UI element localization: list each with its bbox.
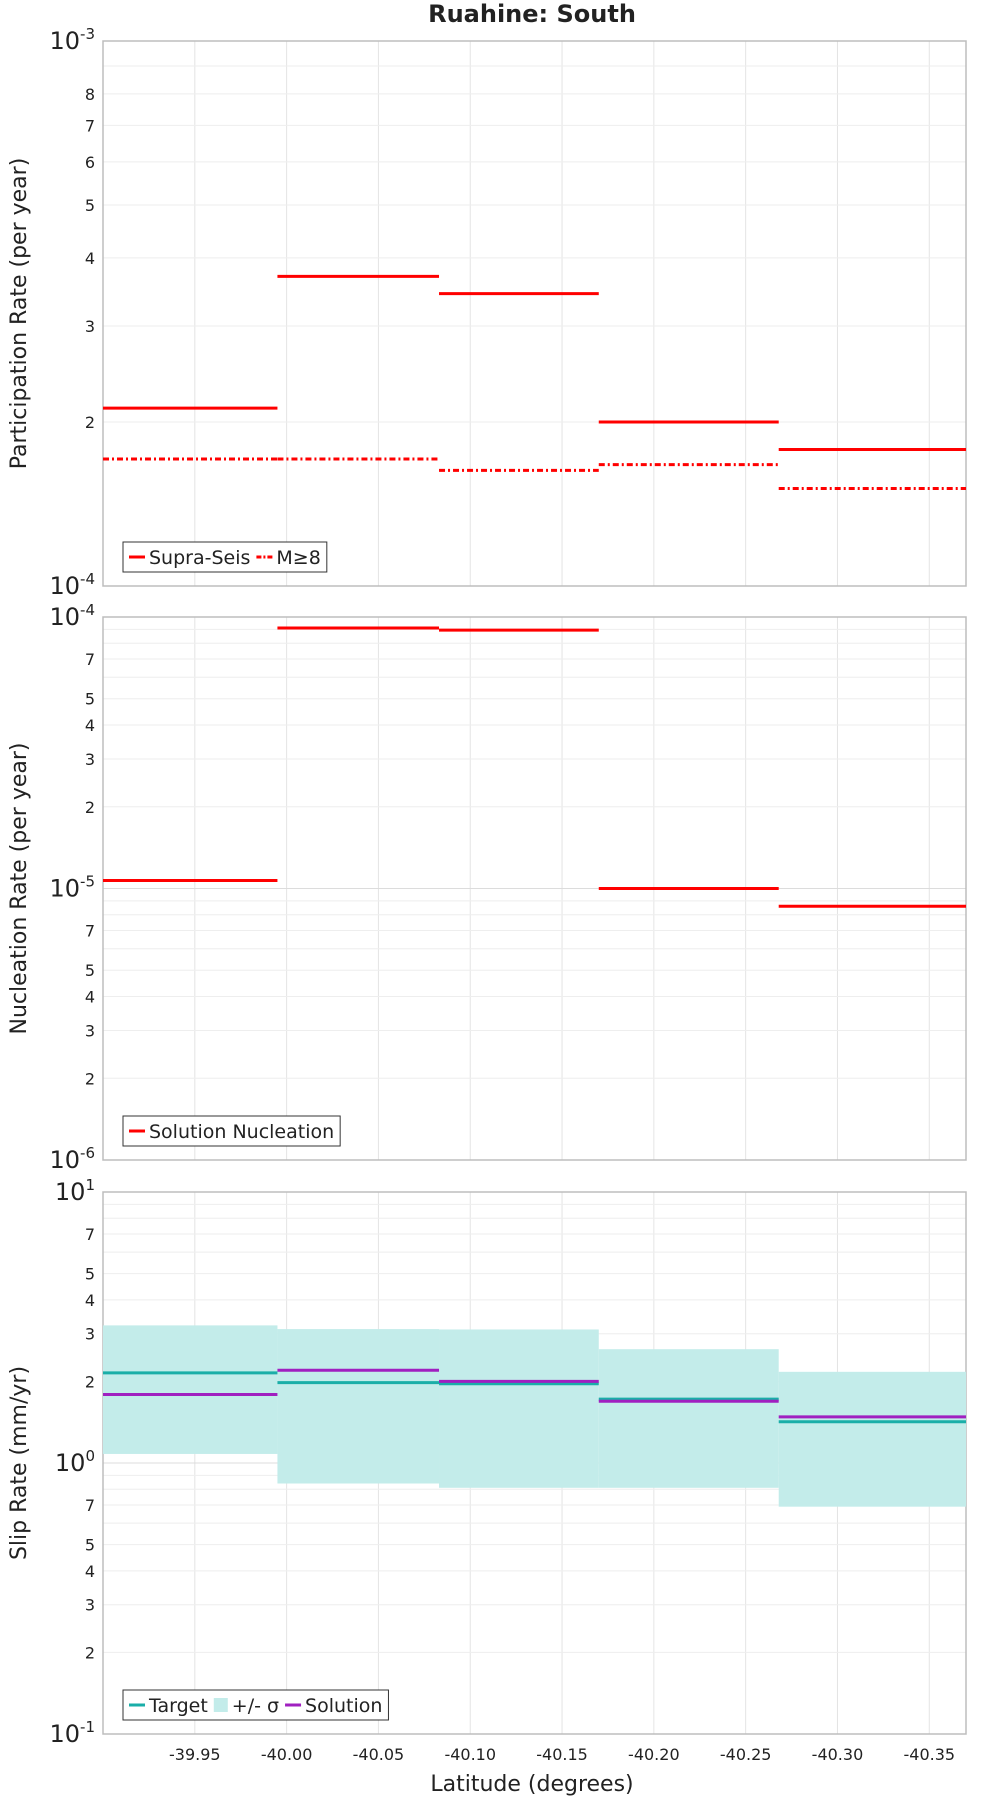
band-segment <box>277 1329 440 1484</box>
y-tick-label: 3 <box>85 317 95 336</box>
y-tick-label: 100 <box>55 1447 95 1477</box>
y-tick-label: 10-4 <box>49 601 95 631</box>
y-tick-label: 10-5 <box>49 873 95 903</box>
y-axis-title: Participation Rate (per year) <box>7 158 32 470</box>
plot-frame <box>102 40 967 587</box>
y-tick-label: 3 <box>85 1325 95 1344</box>
y-tick-label: 4 <box>85 249 95 268</box>
legend: Target +/- σ Solution <box>122 1689 389 1721</box>
legend-box <box>122 1689 389 1721</box>
x-tick-label: -40.15 <box>536 1745 588 1764</box>
panels: 10-3 8 7 6 5 4 3 2 10-4 Supra-Seis M≥8 Participatio… <box>7 25 967 1748</box>
y-tick-label: 10-6 <box>49 1144 95 1174</box>
legend-swatch <box>213 1698 228 1712</box>
y-tick-label: 7 <box>85 1496 95 1515</box>
y-tick-label: 6 <box>85 153 95 172</box>
chart-panel-1: 10-3 8 7 6 5 4 3 2 10-4 Supra-Seis M≥8 Participatio… <box>7 25 967 600</box>
chart-panel-3: 101 7 5 4 3 2 100 7 5 4 3 2 10-1 Target +/- σ Solution S… <box>7 1176 967 1748</box>
legend: Solution Nucleation <box>122 1115 341 1147</box>
y-tick-label: 2 <box>85 798 95 817</box>
plot-area <box>103 41 966 586</box>
legend-box <box>122 541 328 573</box>
legend-label: +/- σ <box>232 1695 279 1717</box>
y-tick-label: 2 <box>85 1643 95 1662</box>
y-tick-label: 10-3 <box>49 25 95 55</box>
plot-frame <box>102 616 967 1161</box>
chart-panel-2: 10-4 7 5 4 3 2 10-5 7 5 4 3 2 10-6 Solution Nucleatio… <box>7 601 967 1174</box>
y-tick-label: 3 <box>85 750 95 769</box>
y-tick-label: 3 <box>85 1021 95 1040</box>
y-tick-label: 4 <box>85 1291 95 1310</box>
x-axis: -39.95 -40.00 -40.05 -40.10 -40.15 -40.20 -40.… <box>169 1745 955 1764</box>
y-tick-label: 4 <box>85 1562 95 1581</box>
y-tick-label: 5 <box>85 1536 95 1555</box>
x-tick-label: -40.20 <box>628 1745 680 1764</box>
legend-label: Supra-Seis <box>149 547 250 569</box>
y-tick-label: 10-4 <box>49 570 95 600</box>
x-tick-label: -40.10 <box>444 1745 496 1764</box>
y-tick-label: 5 <box>85 196 95 215</box>
band-segment <box>598 1349 779 1488</box>
band-segment <box>103 1325 278 1454</box>
y-tick-label: 7 <box>85 116 95 135</box>
y-tick-label: 4 <box>85 716 95 735</box>
legend-label: M≥8 <box>276 547 320 569</box>
x-tick-label: -40.00 <box>261 1745 313 1764</box>
y-tick-label: 7 <box>85 1225 95 1244</box>
x-tick-label: -40.30 <box>812 1745 864 1764</box>
y-tick-label: 3 <box>85 1596 95 1615</box>
y-tick-label: 2 <box>85 413 95 432</box>
legend-label: Solution <box>305 1695 382 1717</box>
y-tick-label: 7 <box>85 650 95 669</box>
y-tick-label: 2 <box>85 1372 95 1391</box>
x-tick-label: -40.25 <box>720 1745 772 1764</box>
legend-label: Target <box>148 1695 208 1717</box>
y-axis-title: Nucleation Rate (per year) <box>7 743 32 1035</box>
chart-title: Ruahine: South <box>428 0 636 28</box>
x-axis-title: Latitude (degrees) <box>430 1772 633 1797</box>
y-tick-label: 8 <box>85 85 95 104</box>
y-tick-label: 5 <box>85 961 95 980</box>
y-tick-label: 5 <box>85 690 95 709</box>
x-tick-label: -40.05 <box>353 1745 405 1764</box>
y-tick-label: 4 <box>85 988 95 1007</box>
x-tick-label: -39.95 <box>169 1745 221 1764</box>
y-tick-label: 10-1 <box>49 1718 95 1748</box>
legend: Supra-Seis M≥8 <box>122 541 328 573</box>
y-tick-label: 7 <box>85 922 95 941</box>
band-segment <box>439 1329 599 1488</box>
y-tick-label: 5 <box>85 1265 95 1284</box>
y-tick-label: 2 <box>85 1069 95 1088</box>
legend-label: Solution Nucleation <box>149 1121 334 1143</box>
y-tick-label: 101 <box>55 1176 95 1206</box>
band-segment <box>778 1371 966 1507</box>
x-tick-label: -40.35 <box>903 1745 955 1764</box>
legend-box <box>122 1115 341 1147</box>
y-axis-title: Slip Rate (mm/yr) <box>7 1366 32 1560</box>
